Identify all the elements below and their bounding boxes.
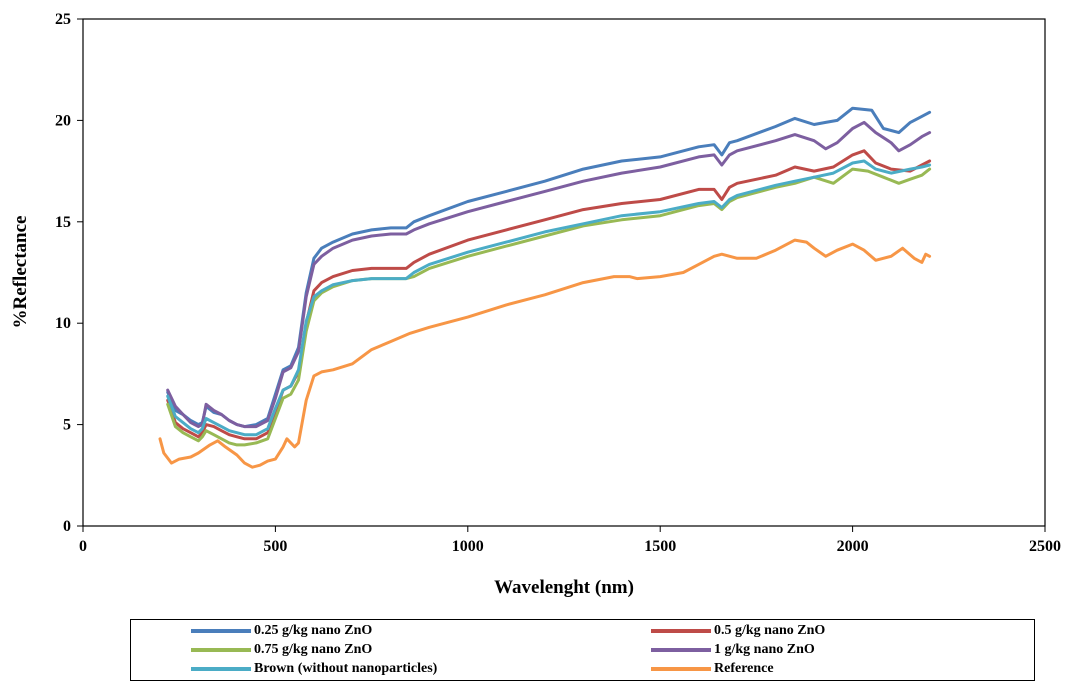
legend-label-0-75-zno: 0.75 g/kg nano ZnO — [254, 642, 373, 657]
x-tick-label-1: 500 — [263, 538, 287, 555]
legend-item-0-25-zno: 0.25 g/kg nano ZnO — [191, 622, 372, 640]
legend-swatch-0-5-zno — [651, 629, 711, 633]
reflectance-chart: %Reflectance Wavelenght (nm) 0 500 1000 150… — [10, 11, 1061, 598]
series-line-0-75-g-kg-nano-zno — [166, 167, 932, 447]
legend: 0.25 g/kg nano ZnO 0.5 g/kg nano ZnO 0.7… — [130, 619, 1035, 681]
series-line-1-g-kg-nano-zno — [166, 120, 932, 429]
legend-swatch-reference — [651, 667, 711, 671]
y-tick-label-0: 0 — [63, 518, 71, 535]
legend-item-0-75-zno: 0.75 g/kg nano ZnO — [191, 641, 372, 659]
legend-label-brown: Brown (without nanoparticles) — [254, 661, 438, 676]
y-tick-label-4: 20 — [55, 112, 71, 129]
x-tick-label-3: 1500 — [644, 538, 676, 555]
y-tick-label-5: 25 — [55, 11, 71, 28]
y-tick-label-2: 10 — [55, 315, 71, 332]
legend-label-1-zno: 1 g/kg nano ZnO — [714, 642, 815, 657]
x-tick-label-2: 1000 — [452, 538, 484, 555]
series-line-brown-without-nanoparticles — [166, 159, 932, 437]
legend-item-brown: Brown (without nanoparticles) — [191, 660, 437, 678]
series-line-0-5-g-kg-nano-zno — [166, 149, 932, 441]
legend-item-1-zno: 1 g/kg nano ZnO — [651, 641, 815, 659]
legend-swatch-brown — [191, 667, 251, 671]
y-tick-label-1: 5 — [63, 417, 71, 434]
legend-label-0-25-zno: 0.25 g/kg nano ZnO — [254, 623, 373, 638]
y-axis-label: %Reflectance — [10, 216, 31, 329]
y-tick-label-3: 15 — [55, 214, 71, 231]
plot-area-border — [82, 18, 1046, 527]
legend-label-reference: Reference — [714, 661, 774, 676]
legend-item-0-5-zno: 0.5 g/kg nano ZnO — [651, 622, 825, 640]
legend-swatch-1-zno — [651, 648, 711, 652]
legend-swatch-0-25-zno — [191, 629, 251, 633]
legend-swatch-0-75-zno — [191, 648, 251, 652]
legend-label-0-5-zno: 0.5 g/kg nano ZnO — [714, 623, 826, 638]
x-axis-label: Wavelenght (nm) — [494, 577, 634, 598]
x-tick-label-5: 2500 — [1029, 538, 1061, 555]
x-tick-label-4: 2000 — [837, 538, 869, 555]
series-line-reference — [158, 238, 932, 469]
x-tick-label-0: 0 — [79, 538, 87, 555]
legend-item-reference: Reference — [651, 660, 774, 678]
